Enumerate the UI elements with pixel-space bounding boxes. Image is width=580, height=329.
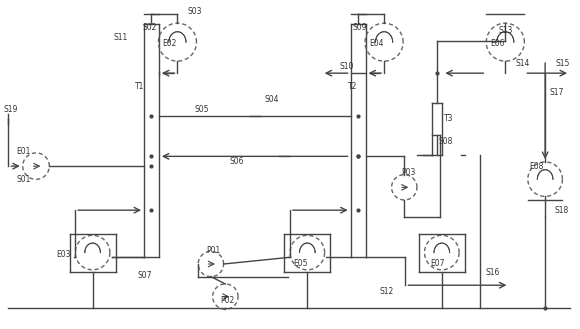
Text: S18: S18 xyxy=(554,206,568,215)
Text: S08: S08 xyxy=(439,137,454,146)
Text: E05: E05 xyxy=(293,260,307,268)
Text: S17: S17 xyxy=(550,88,564,97)
Text: E06: E06 xyxy=(490,39,505,48)
Text: E08: E08 xyxy=(530,162,544,171)
Text: T1: T1 xyxy=(135,82,144,91)
Text: S15: S15 xyxy=(556,59,570,68)
Text: S07: S07 xyxy=(137,271,151,280)
Text: S13: S13 xyxy=(499,26,513,35)
Text: S05: S05 xyxy=(195,105,209,114)
Text: E01: E01 xyxy=(16,147,31,156)
Text: S04: S04 xyxy=(264,95,278,104)
Text: S11: S11 xyxy=(114,33,128,42)
Text: E04: E04 xyxy=(369,39,384,48)
Text: S06: S06 xyxy=(230,157,244,166)
Text: S14: S14 xyxy=(515,59,530,68)
Text: T3: T3 xyxy=(444,114,454,123)
Text: S12: S12 xyxy=(379,287,394,296)
Text: T2: T2 xyxy=(348,82,357,91)
Text: E07: E07 xyxy=(430,260,445,268)
Text: E03: E03 xyxy=(56,250,71,259)
Text: P02: P02 xyxy=(221,296,235,305)
Text: E02: E02 xyxy=(162,39,176,48)
Text: S09: S09 xyxy=(352,23,367,32)
Text: S01: S01 xyxy=(16,175,31,184)
Text: S19: S19 xyxy=(3,105,17,114)
Text: S16: S16 xyxy=(485,268,499,277)
Text: P01: P01 xyxy=(206,246,220,255)
Text: S03: S03 xyxy=(188,7,202,16)
Text: P03: P03 xyxy=(401,168,416,177)
Text: S02: S02 xyxy=(143,23,157,32)
Text: S10: S10 xyxy=(339,62,353,71)
